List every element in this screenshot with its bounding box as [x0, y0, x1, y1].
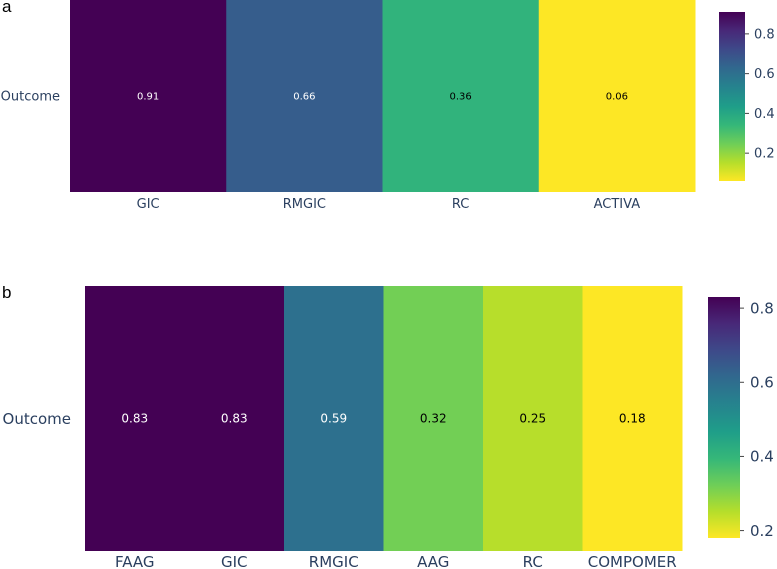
panel-letter: a: [2, 0, 12, 16]
cell-value-label: 0.83: [221, 412, 248, 426]
x-tick-label: GIC: [221, 553, 248, 569]
heatmap-panel-b: b Outcome 0.83 FAAG 0.83 GIC 0.59 RMGIC 0.32 AAG 0…: [2, 283, 774, 569]
colorbar-tick-label: 0.4: [754, 107, 775, 122]
cell-value-label: 0.83: [121, 412, 148, 426]
colorbar-tick-label: 0.4: [750, 448, 774, 466]
heatmap-cell: [383, 286, 484, 551]
colorbar-tick-label: 0.6: [754, 67, 775, 82]
colorbar-tick-label: 0.2: [754, 147, 775, 162]
heatmap-cell: [284, 286, 384, 551]
cell-value-label: 0.32: [420, 412, 447, 426]
x-tick-label: RC: [523, 553, 543, 569]
heatmap-cell: [226, 0, 383, 192]
x-tick-label: ACTIVA: [594, 197, 641, 212]
x-tick-label: RC: [452, 197, 469, 212]
heatmap-cell: [382, 0, 540, 192]
x-tick-label: COMPOMER: [588, 553, 677, 569]
row-label: Outcome: [3, 410, 71, 428]
x-tick-label: RMGIC: [309, 553, 359, 569]
cell-value-label: 0.06: [606, 92, 628, 103]
heatmap-cell: [85, 286, 185, 551]
heatmap-cell: [538, 0, 696, 192]
colorbar-tick-label: 0.8: [754, 27, 775, 42]
x-tick-label: GIC: [137, 197, 160, 212]
row-label: Outcome: [1, 90, 60, 105]
x-tick-label: AAG: [417, 553, 449, 569]
panel-letter: b: [2, 283, 11, 302]
colorbar-tick-label: 0.2: [750, 522, 774, 540]
x-tick-label: FAAG: [115, 553, 155, 569]
cell-value-label: 0.66: [293, 92, 315, 103]
cell-value-label: 0.25: [519, 412, 546, 426]
heatmap-cell: [184, 286, 285, 551]
cell-value-label: 0.91: [137, 92, 159, 103]
colorbar: [719, 12, 745, 181]
colorbar-tick-label: 0.8: [750, 299, 774, 317]
cell-value-label: 0.59: [320, 412, 347, 426]
x-tick-label: RMGIC: [283, 197, 326, 212]
cell-value-label: 0.18: [619, 412, 646, 426]
heatmap-cell: [483, 286, 583, 551]
heatmap-cell: [582, 286, 683, 551]
heatmap-cell: [70, 0, 227, 192]
colorbar-tick-label: 0.6: [750, 374, 774, 392]
heatmap-panel-a: a Outcome 0.91 GIC 0.66 RMGIC 0.36 RC 0.06 ACTIVA…: [1, 0, 775, 212]
colorbar: [708, 297, 740, 538]
cell-value-label: 0.36: [449, 92, 471, 103]
